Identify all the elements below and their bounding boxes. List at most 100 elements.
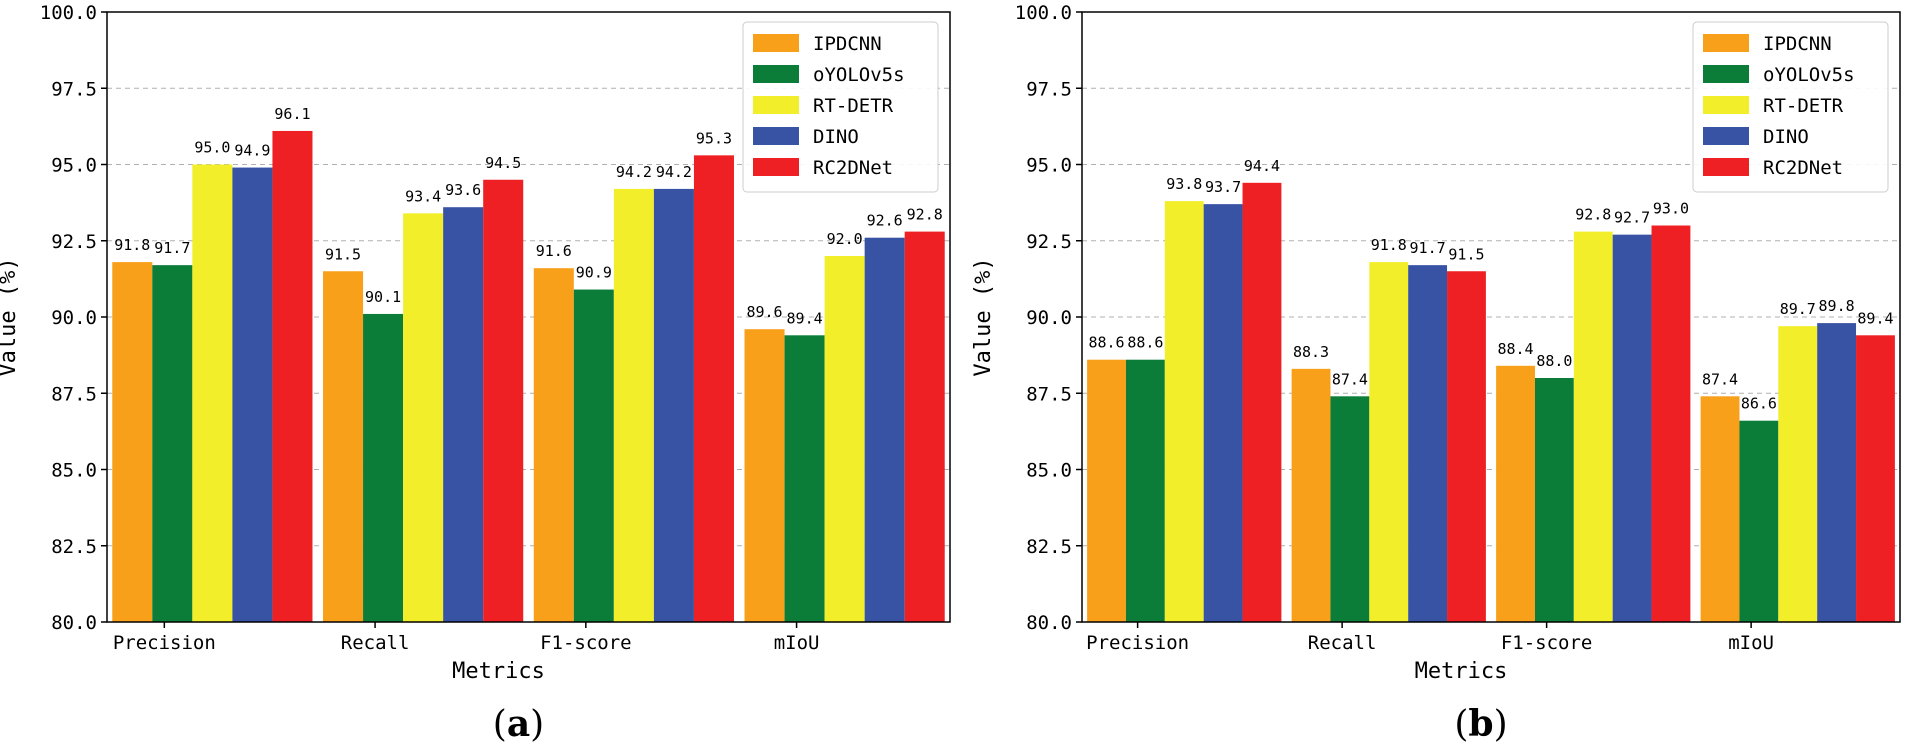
data-label: 88.3	[1293, 343, 1329, 361]
data-label: 89.4	[787, 309, 823, 327]
data-label: 91.5	[1448, 245, 1484, 263]
data-label: 88.6	[1088, 334, 1124, 352]
x-tick-label-recall: Recall	[1308, 632, 1377, 654]
x-axis-label: Metrics	[1415, 659, 1508, 684]
y-tick-label: 87.5	[51, 383, 97, 405]
y-tick-label: 95.0	[1026, 155, 1072, 177]
y-tick-label: 87.5	[1026, 383, 1072, 405]
data-label: 94.2	[616, 163, 652, 181]
legend-swatch-rc2dnet	[753, 158, 799, 176]
bar-oyolov5s-miou	[784, 335, 825, 622]
bar-ipdcnn-recall	[323, 271, 364, 622]
legend-swatch-ipdcnn	[1703, 34, 1749, 52]
data-label: 93.6	[445, 181, 481, 199]
bar-rt-detr-f1-score	[1573, 231, 1613, 622]
legend-label-ipdcnn: IPDCNN	[813, 33, 882, 55]
data-label: 94.9	[234, 142, 270, 160]
y-tick-label: 82.5	[51, 536, 97, 558]
legend: IPDCNN oYOLOv5s RT-DETR DINO RC2DNet	[742, 21, 939, 193]
bar-rc2dnet-precision	[272, 130, 313, 622]
y-tick-label: 100.0	[1015, 2, 1072, 24]
bar-ipdcnn-miou	[744, 329, 785, 622]
bar-rc2dnet-miou	[1856, 335, 1895, 622]
legend-label-oyolov5s: oYOLOv5s	[813, 64, 905, 86]
panel-caption: (b)	[1454, 703, 1507, 745]
legend-swatch-rc2dnet	[1703, 158, 1749, 176]
bar-rc2dnet-precision	[1242, 182, 1282, 623]
y-tick-label: 97.5	[1026, 78, 1072, 100]
caption-close: )	[530, 704, 544, 745]
data-label: 88.6	[1127, 334, 1163, 352]
bar-ipdcnn-f1-score	[1496, 365, 1535, 622]
bar-rt-detr-miou	[824, 256, 865, 622]
caption-close: )	[1494, 704, 1508, 745]
data-label: 86.6	[1741, 395, 1777, 413]
bar-ipdcnn-f1-score	[533, 268, 574, 622]
bar-ipdcnn-recall	[1291, 368, 1331, 622]
x-tick-label-miou: mIoU	[1728, 632, 1774, 654]
x-tick-label-recall: Recall	[341, 632, 410, 654]
data-label: 90.1	[365, 288, 401, 306]
y-tick-label: 97.5	[51, 78, 97, 100]
bar-rt-detr-precision	[192, 164, 233, 622]
data-label: 87.4	[1332, 370, 1368, 388]
legend-swatch-rt-detr	[1703, 96, 1749, 114]
bar-oyolov5s-f1-score	[1534, 378, 1574, 622]
data-label: 91.5	[325, 245, 361, 263]
data-label: 92.0	[827, 230, 863, 248]
bar-oyolov5s-recall	[363, 313, 404, 622]
legend-label-rt-detr: RT-DETR	[1763, 95, 1844, 117]
panel-caption: (a)	[493, 703, 544, 745]
bar-rc2dnet-recall	[1447, 271, 1486, 622]
data-label: 95.0	[194, 139, 230, 157]
legend-label-ipdcnn: IPDCNN	[1763, 33, 1832, 55]
data-label: 96.1	[274, 105, 310, 123]
data-label: 91.8	[1371, 236, 1407, 254]
bar-rt-detr-precision	[1164, 201, 1204, 622]
legend-label-rc2dnet: RC2DNet	[1763, 157, 1843, 179]
x-axis-label: Metrics	[452, 659, 545, 684]
y-tick-label: 82.5	[1026, 536, 1072, 558]
y-tick-label: 92.5	[1026, 231, 1072, 253]
chart-panel-a: 91.8 91.5 91.6 89.6 91.7 90.1 90.9 89.4 95.0 93.4…	[0, 2, 951, 745]
y-tick-label: 80.0	[1026, 612, 1072, 634]
legend-swatch-rt-detr	[753, 96, 799, 114]
data-label: 93.0	[1653, 200, 1689, 218]
data-label: 95.3	[696, 129, 732, 147]
bar-rt-detr-recall	[1369, 262, 1409, 622]
legend-swatch-oyolov5s	[1703, 65, 1749, 83]
caption-letter: b	[1468, 703, 1493, 745]
data-label: 89.6	[746, 303, 782, 321]
legend-label-dino: DINO	[813, 126, 859, 148]
data-label: 91.8	[114, 236, 150, 254]
legend-label-rc2dnet: RC2DNet	[813, 157, 893, 179]
x-tick-label-f1-score: F1-score	[540, 632, 632, 654]
y-tick-label: 95.0	[51, 155, 97, 177]
chart-panel-b: 88.6 88.3 88.4 87.4 88.6 87.4 88.0 86.6 93.8 91.8…	[971, 2, 1901, 745]
y-tick-label: 90.0	[51, 307, 97, 329]
data-label: 88.4	[1497, 340, 1533, 358]
bar-dino-precision	[232, 167, 273, 623]
bar-oyolov5s-precision	[152, 265, 193, 622]
bar-oyolov5s-precision	[1125, 359, 1165, 622]
legend-box	[1692, 21, 1889, 193]
data-label: 92.6	[867, 212, 903, 230]
y-axis-label: Value (%)	[0, 257, 21, 376]
bar-rt-detr-f1-score	[613, 188, 654, 622]
y-tick-label: 85.0	[51, 460, 97, 482]
y-axis-label: Value (%)	[971, 257, 996, 376]
y-tick-label: 85.0	[1026, 460, 1072, 482]
data-label: 94.5	[485, 154, 521, 172]
caption-letter: a	[507, 703, 530, 745]
y-tick-label: 92.5	[51, 231, 97, 253]
bar-dino-f1-score	[1612, 234, 1652, 622]
bar-dino-recall	[1408, 265, 1448, 622]
data-label: 90.9	[576, 264, 612, 282]
data-label: 92.8	[1575, 206, 1611, 224]
bar-ipdcnn-precision	[112, 262, 153, 622]
bar-rt-detr-recall	[403, 213, 444, 623]
data-label: 94.2	[656, 163, 692, 181]
data-label: 91.6	[536, 242, 572, 260]
bar-rc2dnet-miou	[904, 231, 945, 622]
legend-box	[742, 21, 939, 193]
